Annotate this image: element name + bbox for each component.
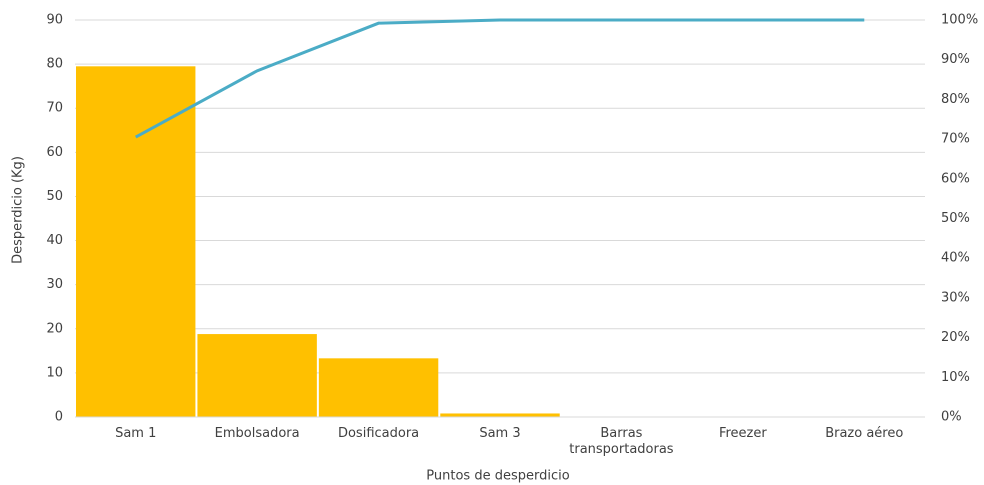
y-tick-label: 40 bbox=[46, 233, 63, 248]
y2-tick-label: 60% bbox=[941, 171, 970, 186]
y-axis-label: Desperdicio (Kg) bbox=[11, 156, 26, 264]
y-tick-label: 30 bbox=[46, 277, 63, 292]
y2-tick-label: 70% bbox=[941, 132, 970, 147]
y-tick-label: 80 bbox=[46, 57, 63, 72]
y2-tick-label: 50% bbox=[941, 211, 970, 226]
bar bbox=[318, 358, 439, 417]
y-tick-label: 20 bbox=[46, 321, 63, 336]
y2-tick-label: 90% bbox=[941, 52, 970, 67]
y-tick-label: 90 bbox=[46, 13, 63, 28]
y-tick-label: 60 bbox=[46, 145, 63, 160]
x-tick-label: Dosificadora bbox=[337, 426, 420, 441]
y2-tick-label: 80% bbox=[941, 92, 970, 107]
bar bbox=[197, 334, 317, 417]
x-tick-label: Brazo aéreo bbox=[825, 426, 904, 441]
bar bbox=[440, 413, 560, 417]
y-tick-label: 0 bbox=[55, 410, 63, 425]
y2-tick-label: 20% bbox=[941, 330, 970, 345]
line bbox=[134, 18, 865, 139]
y2-tick-label: 10% bbox=[941, 370, 970, 385]
x-tick-label: Sam 3 bbox=[479, 426, 521, 441]
x-tick-label: Embolsadora bbox=[214, 426, 300, 441]
y-tick-label: 50 bbox=[46, 189, 63, 204]
y2-tick-label: 0% bbox=[941, 410, 962, 425]
x-tick-label: Sam 1 bbox=[115, 426, 157, 441]
bar bbox=[76, 66, 196, 418]
y2-tick-label: 30% bbox=[941, 290, 970, 305]
y2-tick-label: 40% bbox=[941, 251, 970, 266]
x-tick-label: Freezer bbox=[718, 426, 767, 441]
x-tick-label: Barras transportadoras bbox=[569, 426, 674, 457]
y2-tick-label: 100% bbox=[941, 13, 978, 28]
y-tick-label: 70 bbox=[46, 101, 63, 116]
y-tick-label: 10 bbox=[46, 365, 63, 380]
x-axis-label: Puntos de desperdicio bbox=[426, 469, 569, 484]
